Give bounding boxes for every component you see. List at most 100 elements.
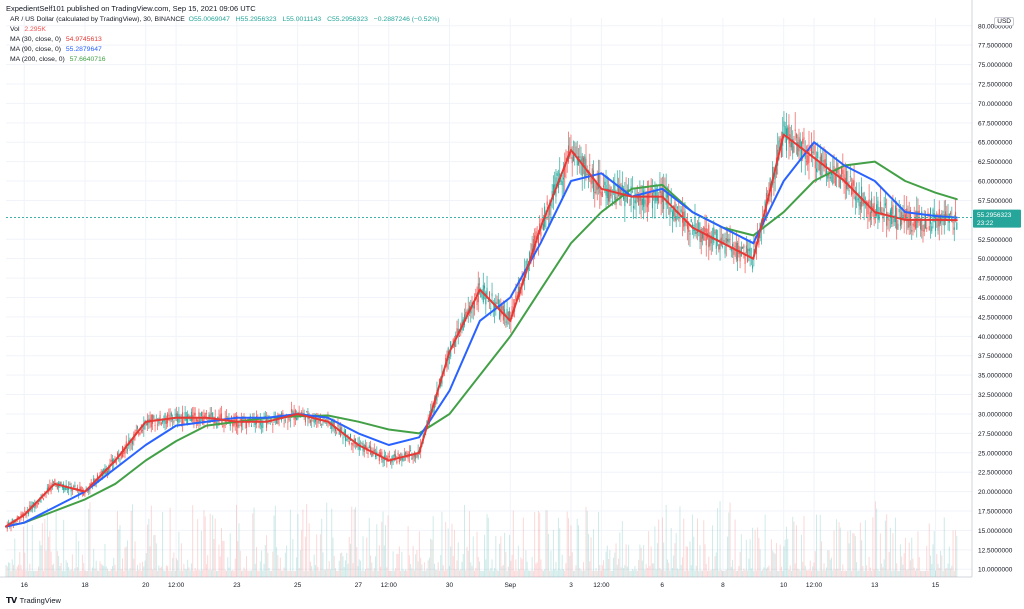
volume-bar: [202, 569, 204, 577]
volume-bar: [499, 543, 501, 577]
candle-body: [629, 204, 631, 206]
volume-bar: [198, 569, 200, 577]
tradingview-footer[interactable]: 𝗧𝗩 TradingView: [6, 596, 61, 605]
candle-body: [371, 451, 373, 457]
candle-body: [655, 187, 657, 202]
candle-body: [561, 181, 563, 186]
candle-body: [55, 483, 57, 487]
volume-bar: [408, 555, 410, 577]
x-tick-label: 10: [780, 582, 788, 589]
candle-body: [609, 188, 611, 202]
volume-bar: [402, 569, 404, 577]
volume-bar: [144, 560, 146, 577]
candle-body: [848, 190, 850, 192]
candle-body: [34, 503, 36, 508]
volume-bar: [914, 570, 916, 577]
volume-bar: [888, 551, 890, 577]
candle-body: [773, 181, 775, 184]
candle-body: [128, 440, 130, 443]
candle-body: [680, 209, 682, 212]
volume-bar: [39, 540, 41, 577]
volume-bar: [368, 517, 370, 577]
volume-bar: [304, 536, 306, 577]
volume-bar: [833, 530, 835, 577]
y-tick-label: 10.0000000: [978, 567, 1013, 574]
candle-body: [520, 290, 522, 294]
volume-bar: [425, 570, 427, 577]
volume-bar: [955, 530, 957, 577]
volume-row[interactable]: Vol 2.295K: [10, 25, 440, 35]
y-tick-label: 30.0000000: [978, 411, 1013, 418]
candle-body: [589, 164, 591, 166]
volume-bar: [357, 566, 359, 577]
volume-bar: [570, 525, 572, 577]
volume-bar: [722, 570, 724, 577]
candle-body: [886, 211, 888, 226]
candle-body: [795, 133, 797, 139]
volume-bar: [88, 508, 90, 577]
volume-bar: [217, 570, 219, 577]
x-tick-label: 3: [569, 582, 573, 589]
currency-button[interactable]: USD: [994, 17, 1014, 26]
candle-body: [411, 457, 413, 460]
candle-body: [803, 137, 805, 140]
volume-bar: [64, 570, 66, 577]
volume-bar: [148, 518, 150, 577]
x-tick-label: 23: [233, 582, 241, 589]
candle-body: [39, 499, 41, 503]
volume-bar: [695, 565, 697, 577]
volume-bar: [831, 557, 833, 577]
volume-bar: [132, 504, 134, 577]
volume-bar: [660, 569, 662, 577]
volume-bar: [174, 570, 176, 577]
volume-bar: [552, 529, 554, 577]
volume-bar: [406, 570, 408, 577]
volume-bar: [567, 518, 569, 577]
ma90-value: 55.2879647: [65, 46, 102, 53]
ma90-row[interactable]: MA (90, close, 0) 55.2879647: [10, 45, 440, 55]
volume-bar: [814, 551, 816, 577]
volume-bar: [588, 533, 590, 577]
candle-body: [948, 213, 950, 223]
candle-body: [403, 453, 405, 456]
volume-bar: [535, 563, 537, 577]
ma200-value: 57.6640716: [69, 56, 106, 63]
candle-body: [753, 249, 755, 255]
volume-bar: [800, 534, 802, 577]
volume-bar: [906, 569, 908, 577]
volume-bar: [249, 570, 251, 577]
volume-bar: [517, 545, 519, 577]
volume-bar: [574, 570, 576, 577]
candle-body: [807, 155, 809, 165]
candle-body: [942, 211, 944, 213]
candle-body: [11, 519, 13, 523]
candle-body: [714, 232, 716, 234]
candle-body: [749, 247, 751, 257]
volume-bar: [385, 525, 387, 577]
candle-body: [794, 129, 796, 131]
volume-bar: [950, 568, 952, 577]
close-value: C55.2956323: [327, 16, 368, 23]
candle-body: [257, 418, 259, 423]
volume-bar: [487, 517, 489, 577]
volume-bar: [903, 553, 905, 577]
candle-body: [321, 424, 323, 426]
volume-bar: [296, 557, 298, 577]
y-tick-label: 42.5000000: [978, 314, 1013, 321]
candle-body: [219, 414, 221, 420]
volume-bar: [432, 516, 434, 577]
candle-body: [355, 439, 357, 443]
candle-body: [669, 207, 671, 215]
volume-bar: [417, 561, 419, 577]
volume-bar: [177, 560, 179, 577]
candle-body: [304, 416, 306, 423]
volume-bar: [307, 571, 309, 577]
candle-body: [817, 151, 819, 159]
ma30-row[interactable]: MA (30, close, 0) 54.9745613: [10, 35, 440, 45]
volume-bar: [355, 507, 357, 577]
volume-bar: [342, 556, 344, 577]
ma200-row[interactable]: MA (200, close, 0) 57.6640716: [10, 55, 440, 65]
candle-body: [595, 181, 597, 194]
candle-body: [106, 470, 108, 474]
